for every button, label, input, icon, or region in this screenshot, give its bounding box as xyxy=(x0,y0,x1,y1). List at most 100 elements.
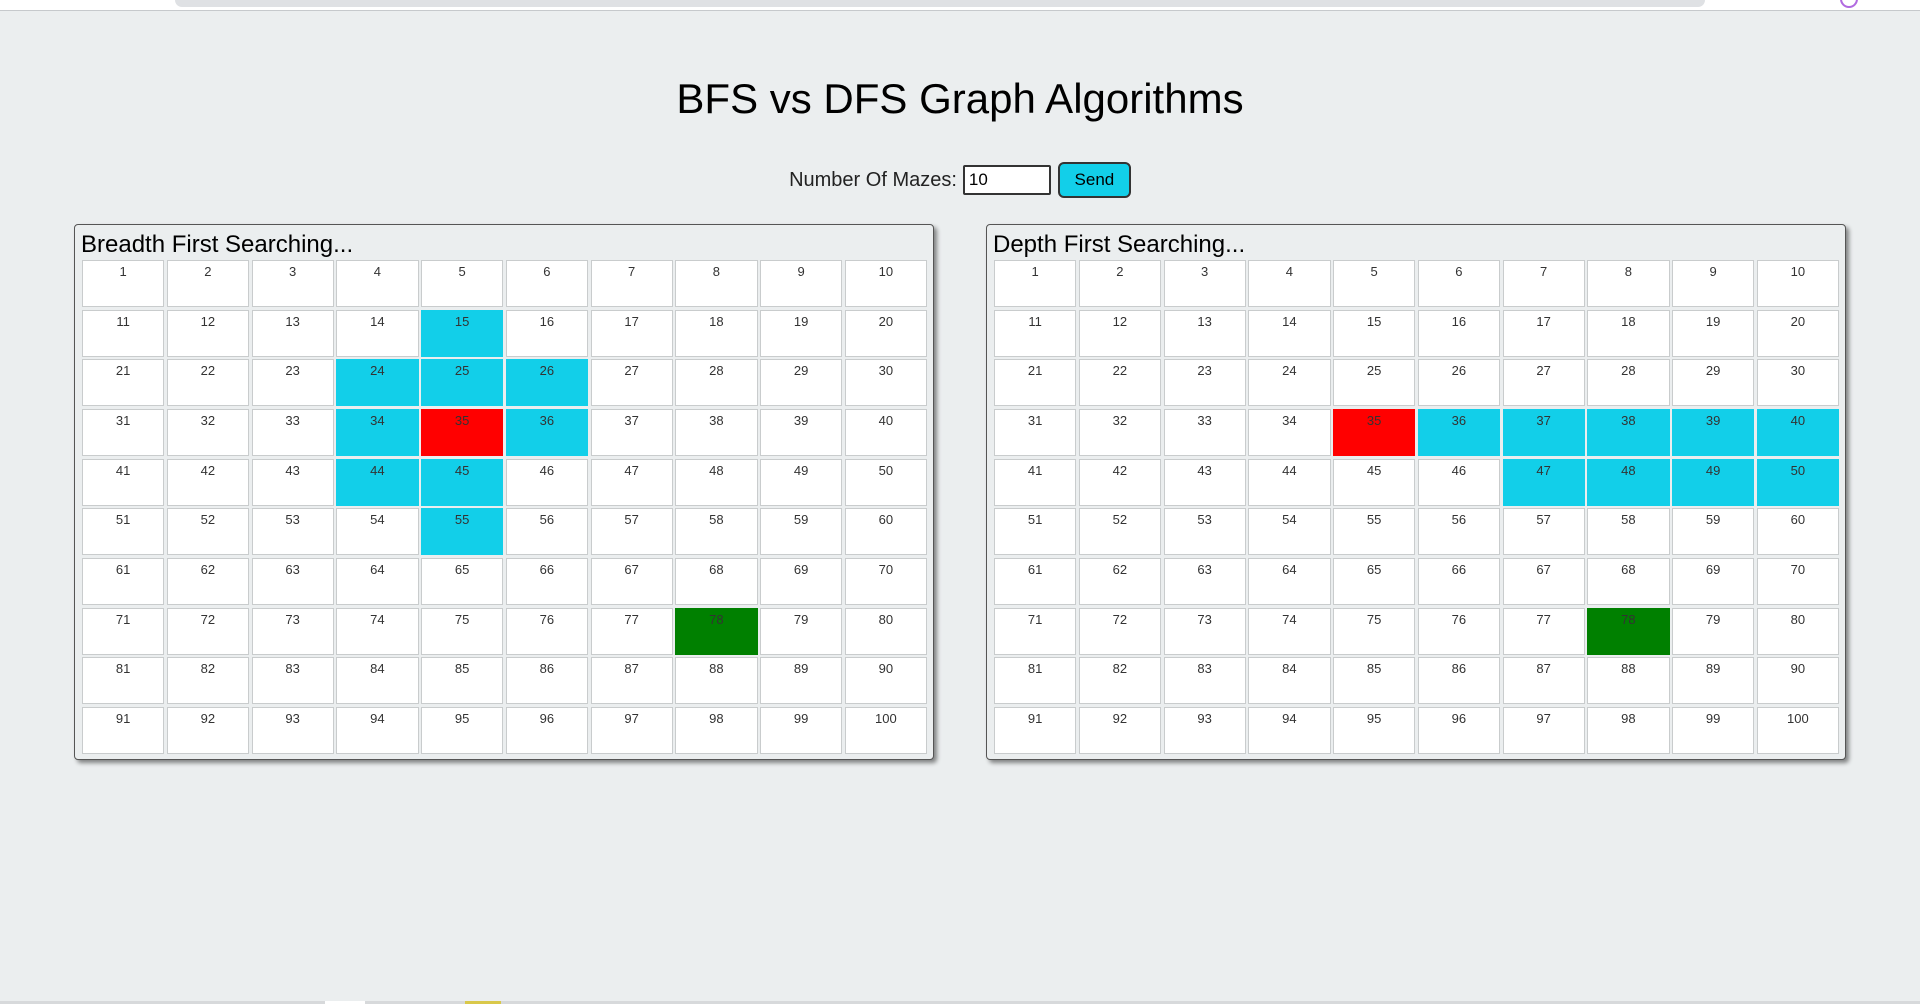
dfs-cell-16[interactable]: 16 xyxy=(1417,309,1500,357)
dfs-cell-45[interactable]: 45 xyxy=(1333,458,1416,506)
bfs-cell-60[interactable]: 60 xyxy=(844,508,927,556)
bfs-cell-54[interactable]: 54 xyxy=(336,508,419,556)
dfs-cell-47-visited[interactable]: 47 xyxy=(1502,458,1585,506)
address-bar[interactable] xyxy=(175,0,1705,7)
dfs-cell-91[interactable]: 91 xyxy=(994,706,1077,754)
dfs-cell-28[interactable]: 28 xyxy=(1587,359,1670,407)
dfs-cell-60[interactable]: 60 xyxy=(1756,508,1839,556)
dfs-cell-21[interactable]: 21 xyxy=(994,359,1077,407)
bfs-cell-3[interactable]: 3 xyxy=(251,260,334,308)
dfs-cell-83[interactable]: 83 xyxy=(1163,657,1246,705)
dfs-cell-77[interactable]: 77 xyxy=(1502,607,1585,655)
bfs-cell-41[interactable]: 41 xyxy=(82,458,165,506)
dfs-cell-86[interactable]: 86 xyxy=(1417,657,1500,705)
bfs-cell-97[interactable]: 97 xyxy=(590,706,673,754)
dfs-cell-29[interactable]: 29 xyxy=(1672,359,1755,407)
dfs-cell-78-goal[interactable]: 78 xyxy=(1587,607,1670,655)
bfs-cell-6[interactable]: 6 xyxy=(505,260,588,308)
bfs-cell-57[interactable]: 57 xyxy=(590,508,673,556)
dfs-cell-100[interactable]: 100 xyxy=(1756,706,1839,754)
dfs-cell-89[interactable]: 89 xyxy=(1672,657,1755,705)
dfs-cell-93[interactable]: 93 xyxy=(1163,706,1246,754)
dfs-cell-57[interactable]: 57 xyxy=(1502,508,1585,556)
bfs-cell-80[interactable]: 80 xyxy=(844,607,927,655)
bfs-cell-45-visited[interactable]: 45 xyxy=(421,458,504,506)
bfs-cell-17[interactable]: 17 xyxy=(590,309,673,357)
bfs-cell-95[interactable]: 95 xyxy=(421,706,504,754)
bfs-cell-13[interactable]: 13 xyxy=(251,309,334,357)
dfs-cell-98[interactable]: 98 xyxy=(1587,706,1670,754)
dfs-cell-2[interactable]: 2 xyxy=(1078,260,1161,308)
dfs-cell-79[interactable]: 79 xyxy=(1672,607,1755,655)
bfs-cell-31[interactable]: 31 xyxy=(82,408,165,457)
dfs-cell-80[interactable]: 80 xyxy=(1756,607,1839,655)
dfs-cell-1[interactable]: 1 xyxy=(994,260,1077,308)
bfs-cell-40[interactable]: 40 xyxy=(844,408,927,457)
bfs-cell-77[interactable]: 77 xyxy=(590,607,673,655)
bfs-cell-73[interactable]: 73 xyxy=(251,607,334,655)
dfs-cell-27[interactable]: 27 xyxy=(1502,359,1585,407)
dfs-cell-37-visited[interactable]: 37 xyxy=(1502,408,1585,457)
bfs-cell-9[interactable]: 9 xyxy=(760,260,843,308)
bfs-cell-18[interactable]: 18 xyxy=(675,309,758,357)
dfs-cell-73[interactable]: 73 xyxy=(1163,607,1246,655)
bfs-cell-5[interactable]: 5 xyxy=(421,260,504,308)
dfs-cell-33[interactable]: 33 xyxy=(1163,408,1246,457)
send-button[interactable]: Send xyxy=(1057,162,1131,198)
dfs-cell-25[interactable]: 25 xyxy=(1333,359,1416,407)
bfs-cell-72[interactable]: 72 xyxy=(166,607,249,655)
bfs-cell-69[interactable]: 69 xyxy=(760,557,843,606)
dfs-cell-55[interactable]: 55 xyxy=(1333,508,1416,556)
bfs-cell-27[interactable]: 27 xyxy=(590,359,673,407)
dfs-cell-95[interactable]: 95 xyxy=(1333,706,1416,754)
dfs-cell-4[interactable]: 4 xyxy=(1248,260,1331,308)
bfs-cell-10[interactable]: 10 xyxy=(844,260,927,308)
bfs-cell-28[interactable]: 28 xyxy=(675,359,758,407)
bfs-cell-82[interactable]: 82 xyxy=(166,657,249,705)
bfs-cell-46[interactable]: 46 xyxy=(505,458,588,506)
bfs-cell-15-visited[interactable]: 15 xyxy=(421,309,504,357)
dfs-cell-10[interactable]: 10 xyxy=(1756,260,1839,308)
bfs-cell-55-visited[interactable]: 55 xyxy=(421,508,504,556)
dfs-cell-22[interactable]: 22 xyxy=(1078,359,1161,407)
dfs-cell-92[interactable]: 92 xyxy=(1078,706,1161,754)
dfs-cell-30[interactable]: 30 xyxy=(1756,359,1839,407)
bfs-cell-36-visited[interactable]: 36 xyxy=(505,408,588,457)
dfs-cell-36-visited[interactable]: 36 xyxy=(1417,408,1500,457)
bfs-cell-64[interactable]: 64 xyxy=(336,557,419,606)
dfs-cell-76[interactable]: 76 xyxy=(1417,607,1500,655)
bfs-cell-92[interactable]: 92 xyxy=(166,706,249,754)
dfs-cell-64[interactable]: 64 xyxy=(1248,557,1331,606)
dfs-cell-90[interactable]: 90 xyxy=(1756,657,1839,705)
dfs-cell-46[interactable]: 46 xyxy=(1417,458,1500,506)
bfs-cell-21[interactable]: 21 xyxy=(82,359,165,407)
dfs-cell-38-visited[interactable]: 38 xyxy=(1587,408,1670,457)
dfs-cell-51[interactable]: 51 xyxy=(994,508,1077,556)
dfs-cell-88[interactable]: 88 xyxy=(1587,657,1670,705)
bfs-cell-11[interactable]: 11 xyxy=(82,309,165,357)
dfs-cell-32[interactable]: 32 xyxy=(1078,408,1161,457)
dfs-cell-85[interactable]: 85 xyxy=(1333,657,1416,705)
dfs-cell-41[interactable]: 41 xyxy=(994,458,1077,506)
bfs-cell-90[interactable]: 90 xyxy=(844,657,927,705)
dfs-cell-74[interactable]: 74 xyxy=(1248,607,1331,655)
bfs-cell-50[interactable]: 50 xyxy=(844,458,927,506)
dfs-cell-12[interactable]: 12 xyxy=(1078,309,1161,357)
bfs-cell-22[interactable]: 22 xyxy=(166,359,249,407)
dfs-cell-68[interactable]: 68 xyxy=(1587,557,1670,606)
bfs-cell-30[interactable]: 30 xyxy=(844,359,927,407)
dfs-cell-31[interactable]: 31 xyxy=(994,408,1077,457)
bfs-cell-42[interactable]: 42 xyxy=(166,458,249,506)
dfs-cell-7[interactable]: 7 xyxy=(1502,260,1585,308)
dfs-cell-23[interactable]: 23 xyxy=(1163,359,1246,407)
bfs-cell-100[interactable]: 100 xyxy=(844,706,927,754)
dfs-cell-15[interactable]: 15 xyxy=(1333,309,1416,357)
dfs-cell-44[interactable]: 44 xyxy=(1248,458,1331,506)
dfs-cell-63[interactable]: 63 xyxy=(1163,557,1246,606)
dfs-cell-53[interactable]: 53 xyxy=(1163,508,1246,556)
bfs-cell-74[interactable]: 74 xyxy=(336,607,419,655)
bfs-cell-89[interactable]: 89 xyxy=(760,657,843,705)
dfs-cell-67[interactable]: 67 xyxy=(1502,557,1585,606)
dfs-cell-19[interactable]: 19 xyxy=(1672,309,1755,357)
dfs-cell-14[interactable]: 14 xyxy=(1248,309,1331,357)
